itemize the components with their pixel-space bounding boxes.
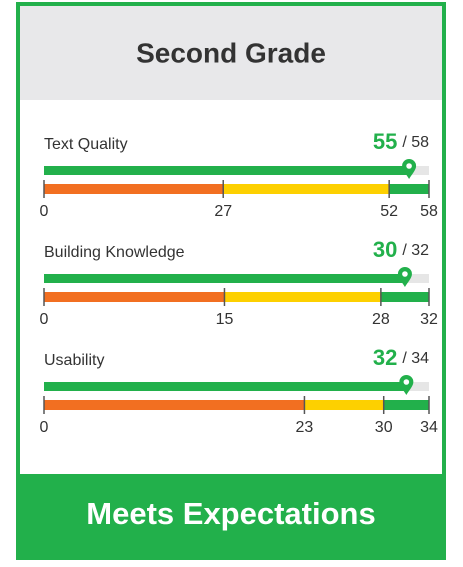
threshold-segment	[44, 184, 224, 194]
score-pin	[397, 267, 412, 287]
threshold-segment	[383, 400, 429, 410]
footer-band	[20, 474, 442, 558]
score-bar	[44, 382, 407, 391]
score-text: 32 / 34	[373, 345, 429, 370]
threshold-label: 15	[216, 311, 234, 328]
grade-title: Second Grade	[136, 37, 326, 68]
threshold-segment	[224, 292, 381, 302]
threshold-segment	[380, 292, 429, 302]
score: 32	[373, 345, 397, 370]
score-max: / 58	[402, 134, 429, 151]
threshold-segment	[389, 184, 429, 194]
score-max: / 32	[402, 242, 429, 259]
threshold-label: 28	[372, 311, 390, 328]
score-pin	[399, 375, 414, 395]
threshold-label: 30	[375, 419, 393, 436]
score-max: / 34	[402, 350, 429, 367]
threshold-segment	[223, 184, 390, 194]
threshold-segment	[44, 292, 225, 302]
threshold-label: 52	[380, 203, 398, 220]
threshold-label: 34	[420, 419, 438, 436]
threshold-label: 58	[420, 203, 438, 220]
threshold-label: 32	[420, 311, 438, 328]
score-pin-dot	[403, 379, 410, 385]
score: 55	[373, 129, 397, 154]
threshold-label: 0	[40, 311, 49, 328]
score-text: 30 / 32	[373, 237, 429, 262]
score-bar	[44, 166, 410, 175]
header-band	[20, 6, 442, 100]
score-text: 55 / 58	[373, 129, 429, 154]
threshold-segment	[304, 400, 384, 410]
gateway-label: Usability	[44, 352, 104, 369]
score-pin-dot	[406, 163, 412, 169]
threshold-label: 27	[214, 203, 232, 220]
gateway-label: Text Quality	[44, 136, 128, 153]
gateway-label: Building Knowledge	[44, 244, 185, 261]
rating-text: Meets Expectations	[86, 496, 375, 531]
score: 30	[373, 237, 397, 262]
threshold-label: 0	[40, 419, 49, 436]
score-bar	[44, 274, 405, 283]
score-pin-dot	[402, 271, 408, 277]
threshold-segment	[44, 400, 305, 410]
threshold-label: 0	[40, 203, 49, 220]
score-pin	[402, 159, 417, 179]
threshold-label: 23	[296, 419, 314, 436]
